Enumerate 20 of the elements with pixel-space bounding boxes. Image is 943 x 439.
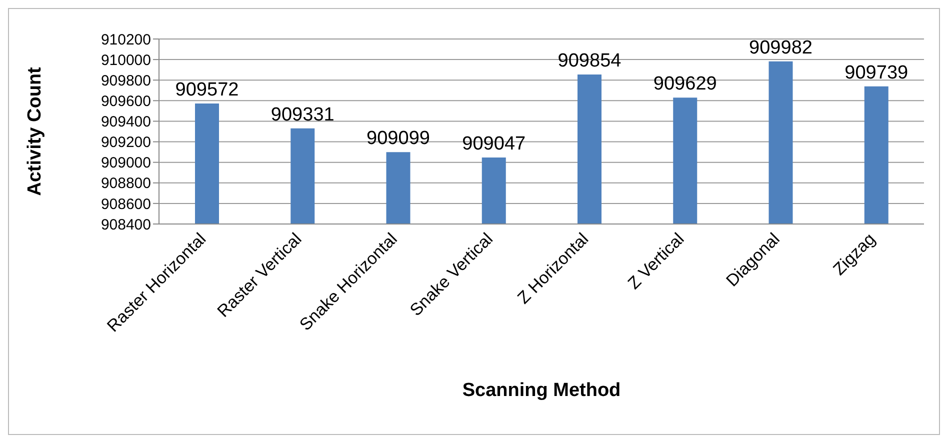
data-label: 909739 bbox=[844, 62, 908, 84]
y-tick-label: 909200 bbox=[100, 134, 151, 152]
x-axis-title: Scanning Method bbox=[462, 380, 621, 401]
data-label: 909854 bbox=[558, 50, 622, 72]
data-label: 909572 bbox=[175, 80, 239, 101]
y-tick-label: 908400 bbox=[100, 216, 151, 234]
y-axis-title: Activity Count bbox=[24, 66, 46, 196]
y-tick-label: 910000 bbox=[100, 52, 151, 69]
y-tick-label: 910200 bbox=[100, 31, 151, 48]
y-tick-label: 909000 bbox=[100, 154, 151, 172]
y-tick-label: 908600 bbox=[100, 196, 151, 213]
y-tick-label: 909600 bbox=[100, 92, 151, 110]
data-label: 909982 bbox=[749, 37, 812, 58]
y-tick-label: 909800 bbox=[100, 72, 151, 90]
data-label: 909047 bbox=[462, 134, 526, 155]
y-tick-label: 909400 bbox=[100, 114, 151, 131]
y-tick-label: 908800 bbox=[100, 175, 151, 192]
data-label: 909331 bbox=[270, 104, 334, 126]
data-label: 909629 bbox=[653, 74, 717, 95]
data-label: 909099 bbox=[366, 128, 430, 150]
